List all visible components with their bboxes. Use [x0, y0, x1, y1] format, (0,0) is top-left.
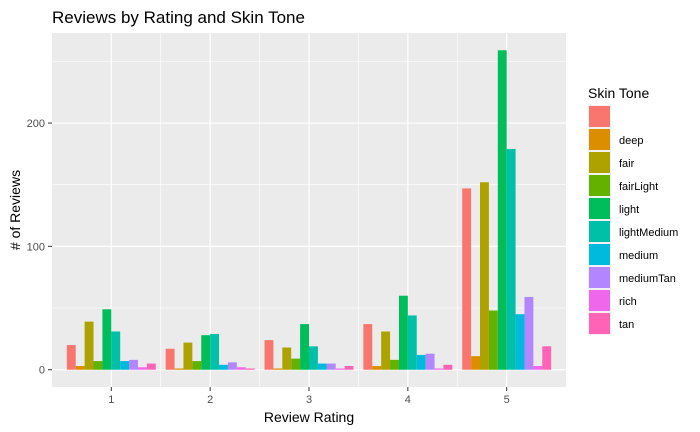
- bar-rich-1: [137, 367, 147, 370]
- legend: Skin Tone deep fair fairLight light lightMed…: [588, 85, 678, 335]
- y-axis-ticks: 0 100 200: [27, 118, 52, 377]
- bar-medium-1: [120, 361, 130, 370]
- bar-lightMedium-5: [506, 148, 516, 370]
- bar-deep-3: [273, 368, 283, 370]
- y-axis-title: # of Reviews: [7, 170, 23, 250]
- legend-label-medium: medium: [619, 250, 658, 262]
- bar-unspecified-5: [462, 188, 472, 370]
- bar-light-4: [398, 295, 408, 370]
- bars: [66, 50, 552, 370]
- legend-label-deep: deep: [619, 135, 643, 147]
- bar-mediumTan-5: [524, 296, 534, 370]
- bar-mediumTan-1: [129, 359, 138, 370]
- legend-swatch-light: [589, 198, 610, 219]
- bar-fairLight-5: [488, 310, 498, 370]
- bar-rich-3: [335, 368, 345, 370]
- bar-light-1: [102, 309, 112, 370]
- y-tick-label: 200: [27, 118, 45, 130]
- bar-rich-2: [236, 367, 246, 370]
- legend-swatch-medium: [589, 244, 610, 265]
- legend-swatch-tan: [589, 313, 610, 334]
- x-axis-title: Review Rating: [264, 409, 354, 425]
- bar-unspecified-4: [363, 324, 373, 370]
- legend-title: Skin Tone: [588, 85, 649, 101]
- x-tick-label: 2: [207, 394, 213, 406]
- bar-fair-3: [282, 347, 292, 370]
- bar-fair-5: [480, 182, 489, 370]
- bar-fair-4: [381, 331, 391, 370]
- legend-label-fairLight: fairLight: [619, 181, 658, 193]
- bar-fairLight-2: [192, 361, 202, 370]
- bar-mediumTan-3: [326, 363, 336, 370]
- bar-fair-1: [84, 321, 94, 370]
- bar-tan-5: [542, 346, 552, 370]
- bar-tan-2: [245, 368, 255, 370]
- legend-label-light: light: [619, 204, 639, 216]
- bar-lightMedium-3: [309, 346, 318, 370]
- legend-label-fair: fair: [619, 158, 635, 170]
- x-tick-label: 1: [108, 394, 114, 406]
- bar-medium-2: [219, 364, 228, 370]
- bar-light-2: [201, 335, 211, 370]
- legend-label-tan: tan: [619, 319, 634, 331]
- bar-deep-5: [471, 356, 481, 370]
- bar-unspecified-1: [66, 345, 76, 370]
- bar-mediumTan-4: [425, 353, 435, 370]
- y-tick-label: 100: [27, 241, 45, 253]
- bar-medium-4: [416, 354, 426, 370]
- x-tick-label: 3: [306, 394, 312, 406]
- bar-medium-5: [515, 314, 525, 370]
- bar-lightMedium-1: [111, 331, 121, 370]
- bar-rich-4: [434, 368, 444, 370]
- legend-swatch-unspecified: [589, 106, 610, 127]
- x-axis-ticks: 1 2 3 4 5: [108, 387, 510, 406]
- bar-tan-4: [443, 364, 453, 370]
- x-tick-label: 4: [405, 394, 411, 406]
- legend-swatch-lightMedium: [589, 221, 610, 242]
- bar-unspecified-2: [165, 348, 175, 370]
- bar-fair-2: [183, 342, 193, 370]
- bar-fairLight-4: [390, 359, 399, 370]
- bar-tan-3: [344, 366, 354, 370]
- chart-title: Reviews by Rating and Skin Tone: [52, 8, 305, 27]
- legend-swatch-fairLight: [589, 175, 610, 196]
- legend-swatch-mediumTan: [589, 267, 610, 288]
- bar-light-5: [497, 50, 507, 370]
- bar-lightMedium-4: [407, 315, 417, 370]
- y-tick-label: 0: [39, 365, 45, 377]
- bar-fairLight-3: [291, 358, 301, 370]
- x-tick-label: 5: [504, 394, 510, 406]
- bar-rich-5: [533, 366, 543, 370]
- legend-swatch-rich: [589, 290, 610, 311]
- bar-tan-1: [146, 363, 156, 370]
- legend-label-lightMedium: lightMedium: [619, 227, 678, 239]
- legend-label-mediumTan: mediumTan: [619, 273, 676, 285]
- bar-medium-3: [317, 363, 327, 370]
- legend-swatch-fair: [589, 152, 610, 173]
- bar-deep-1: [75, 366, 85, 370]
- bar-lightMedium-2: [210, 333, 220, 370]
- bar-fairLight-1: [93, 361, 103, 370]
- legend-swatch-deep: [589, 129, 610, 150]
- legend-label-rich: rich: [619, 296, 637, 308]
- bar-mediumTan-2: [227, 362, 237, 370]
- bar-light-3: [300, 324, 309, 370]
- bar-deep-2: [174, 368, 184, 370]
- bar-deep-4: [372, 366, 382, 370]
- bar-unspecified-3: [264, 340, 274, 370]
